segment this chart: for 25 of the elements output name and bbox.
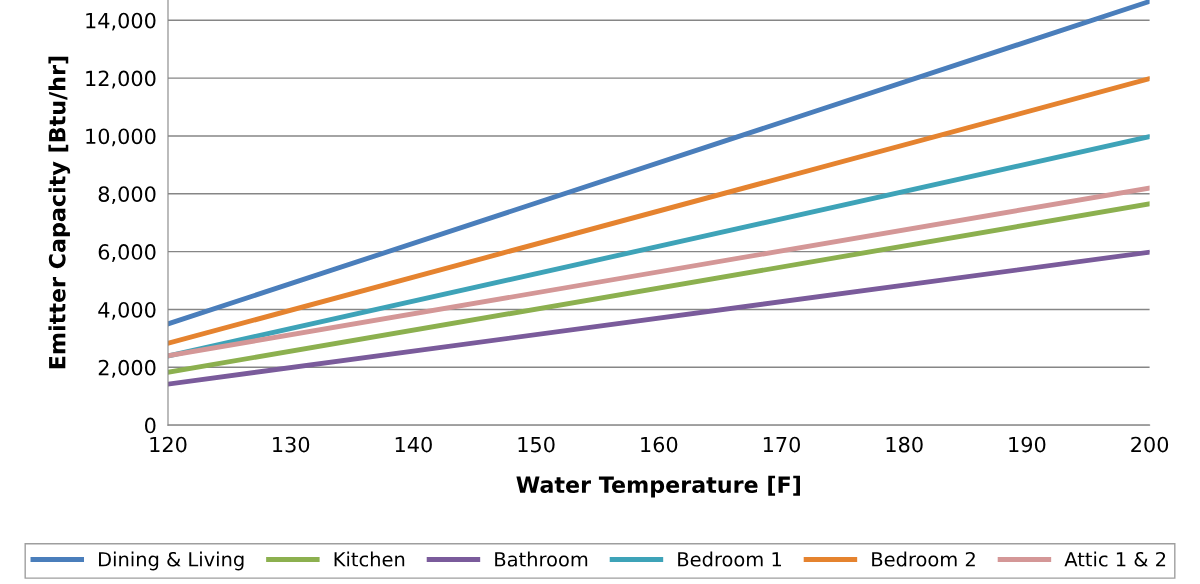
x-tick-label: 120	[150, 436, 187, 453]
x-tick-label: 180	[886, 436, 923, 453]
x-tick-label: 150	[518, 436, 555, 453]
legend-label: Kitchen	[334, 551, 405, 567]
x-tick-label: 140	[395, 436, 432, 453]
x-axis-title: Water Temperature [F]	[516, 475, 800, 498]
y-axis-title: Emitter Capacity [Btu/hr]	[48, 56, 71, 369]
y-tick-label: 2,000	[98, 359, 156, 378]
y-tick-label: 8,000	[98, 186, 156, 205]
legend-label: Bedroom 1	[678, 551, 781, 567]
y-tick-label: 4,000	[98, 301, 156, 320]
y-tick-label: 0	[145, 417, 156, 434]
legend-label: Attic 1 & 2	[1064, 551, 1166, 567]
y-tick-label: 12,000	[86, 70, 156, 89]
legend-label: Bathroom	[495, 551, 588, 567]
y-tick-label: 10,000	[86, 128, 156, 147]
legend-label: Bedroom 2	[872, 551, 975, 567]
x-tick-label: 170	[763, 436, 800, 453]
y-tick-label: 6,000	[98, 244, 156, 262]
x-tick-label: 200	[1131, 436, 1169, 453]
y-tick-label: 14,000	[86, 12, 156, 31]
legend-label: Dining & Living	[99, 551, 244, 571]
x-tick-label: 130	[273, 436, 310, 453]
x-tick-label: 160	[641, 436, 678, 453]
x-tick-label: 190	[1009, 436, 1046, 453]
